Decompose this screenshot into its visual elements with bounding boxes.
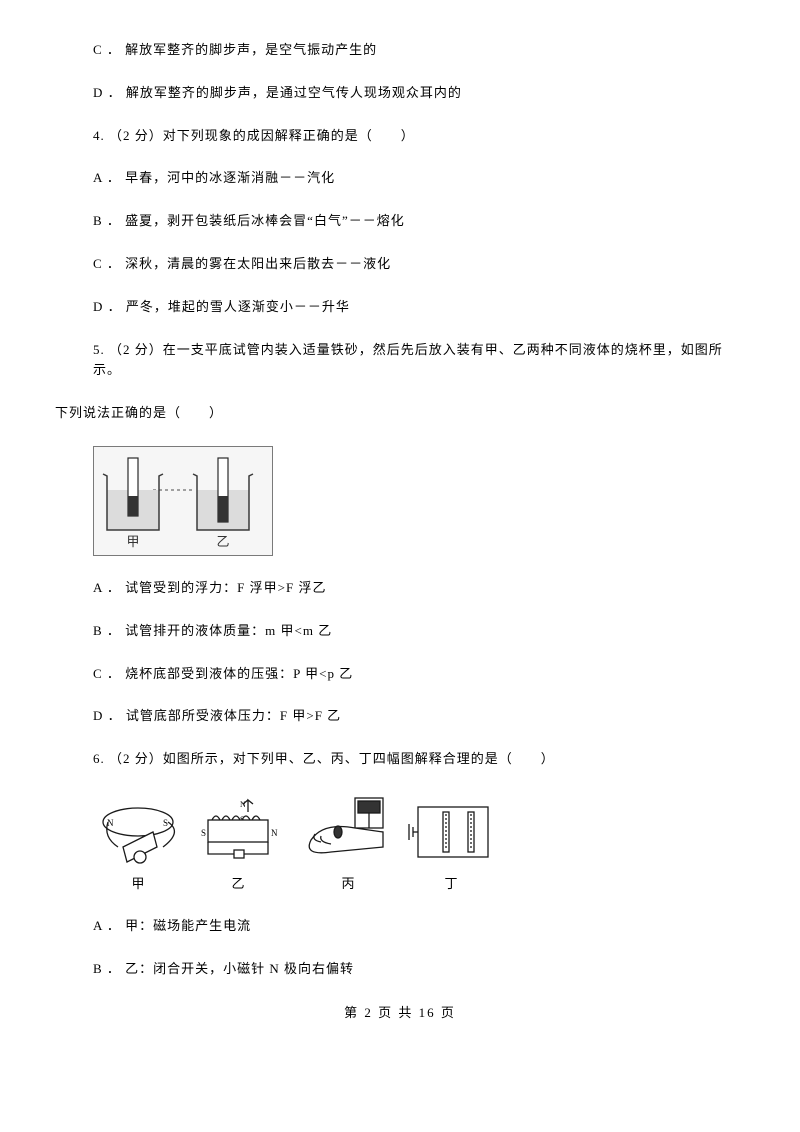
q6-option-a: A ． 甲：磁场能产生电流	[55, 916, 745, 937]
q4-option-a: A ． 早春，河中的冰逐渐消融－－汽化	[55, 168, 745, 189]
svg-text:甲: 甲	[131, 876, 144, 891]
q6-option-b: B ． 乙：闭合开关，小磁针 N 极向右偏转	[55, 959, 745, 980]
q5-option-d: D ． 试管底部所受液体压力：F 甲>F 乙	[55, 706, 745, 727]
figure-four-diagrams: N S 甲 N S S N 乙	[93, 792, 745, 894]
svg-text:乙: 乙	[231, 876, 244, 891]
svg-text:N: N	[271, 828, 278, 838]
figure-beakers: 甲 乙	[93, 446, 745, 556]
q4-option-b: B ． 盛夏，剥开包装纸后冰棒会冒“白气”－－熔化	[55, 211, 745, 232]
svg-text:S: S	[201, 828, 206, 838]
option-c-prev: C ． 解放军整齐的脚步声，是空气振动产生的	[55, 40, 745, 61]
q4-option-d: D ． 严冬，堆起的雪人逐渐变小－－升华	[55, 297, 745, 318]
svg-text:N: N	[240, 800, 246, 809]
q4-option-c: C ． 深秋，清晨的雾在太阳出来后散去－－液化	[55, 254, 745, 275]
question-5-line2: 下列说法正确的是（ ）	[55, 403, 745, 424]
question-4: 4. （2 分）对下列现象的成因解释正确的是（ ）	[55, 126, 745, 147]
q5-option-b: B ． 试管排开的液体质量：m 甲<m 乙	[55, 621, 745, 642]
svg-text:甲: 甲	[126, 534, 139, 549]
svg-text:N: N	[107, 818, 114, 828]
svg-text:丁: 丁	[444, 876, 457, 891]
question-6: 6. （2 分）如图所示，对下列甲、乙、丙、丁四幅图解释合理的是（ ）	[55, 749, 745, 770]
svg-text:乙: 乙	[216, 534, 229, 549]
option-d-prev: D ． 解放军整齐的脚步声，是通过空气传人现场观众耳内的	[55, 83, 745, 104]
q5-option-a: A ． 试管受到的浮力：F 浮甲>F 浮乙	[55, 578, 745, 599]
svg-text:丙: 丙	[341, 876, 354, 891]
page-footer: 第 2 页 共 16 页	[55, 1002, 745, 1021]
question-5-line1: 5. （2 分）在一支平底试管内装入适量铁砂，然后先后放入装有甲、乙两种不同液体…	[55, 340, 745, 382]
svg-text:S: S	[163, 818, 168, 828]
q5-option-c: C ． 烧杯底部受到液体的压强：P 甲<p 乙	[55, 664, 745, 685]
